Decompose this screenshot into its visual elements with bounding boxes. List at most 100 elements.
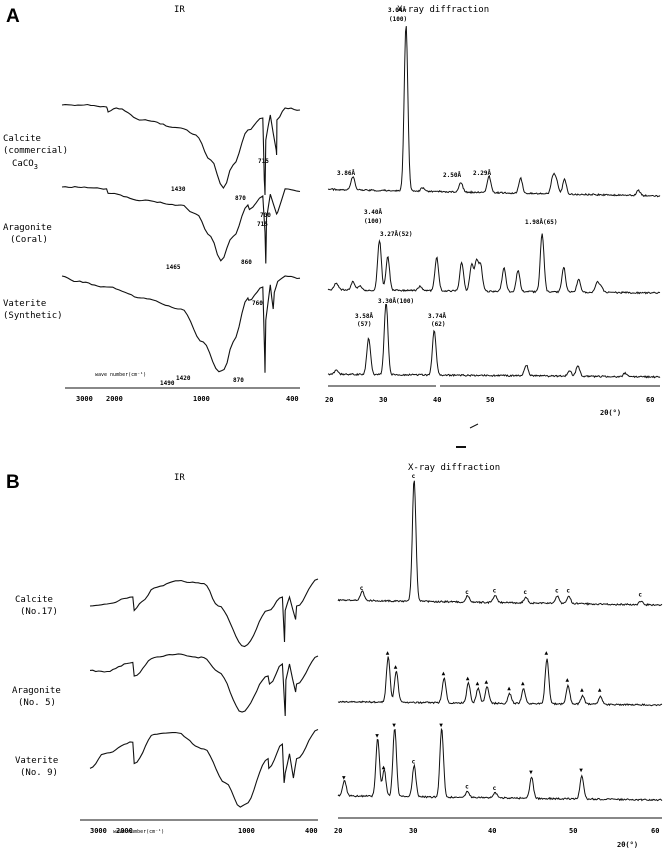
panel-a-xrd-title: X-ray diffraction	[397, 5, 489, 15]
panel-b-xrd-axis-label: 2θ(°)	[617, 841, 638, 849]
panel-a-xrd-tick-50: 50	[486, 396, 494, 404]
ir-peak-label-vaterite-1490: 1490	[160, 380, 175, 387]
panel-b-label-vaterite-detail: (No. 9)	[20, 768, 58, 778]
panel-a-letter: A	[6, 6, 20, 27]
xrd-peak-marker: ▼	[342, 774, 346, 781]
panel-b-ir-title: IR	[174, 473, 185, 483]
xrd-peak-label-aragonite-340-hkl: (100)	[364, 218, 382, 225]
xrd-peak-marker: c	[465, 589, 469, 596]
plot-layer	[61, 26, 663, 808]
xrd-peak-label-vaterite-374: 3.74Å	[428, 313, 446, 320]
panel-b-letter: B	[6, 472, 20, 493]
xrd-peak-marker: c	[412, 473, 416, 480]
xrd-peak-marker: ▲	[580, 687, 584, 694]
xrd-peak-label-aragonite-340: 3.40Å	[364, 209, 382, 216]
xrd-pattern-trace	[327, 26, 661, 198]
xrd-peak-label-vaterite-358-hkl: (57)	[357, 321, 371, 328]
xrd-peak-marker: c	[493, 785, 497, 792]
xrd-peak-marker: ▲	[545, 649, 549, 656]
xrd-peak-marker: c	[360, 585, 364, 592]
xrd-peak-marker: c	[493, 588, 497, 595]
xrd-peak-marker: ▼	[579, 767, 583, 774]
panel-a-xrd-axis-label: 2θ(°)	[600, 409, 621, 417]
panel-b-ir-axis-label: wave number(cm⁻¹)	[113, 829, 164, 835]
xrd-peak-marker: c	[555, 588, 559, 595]
xrd-peak-marker: c	[566, 588, 570, 595]
panel-b-label-aragonite: Aragonite	[12, 686, 61, 696]
panel-b-xrd-tick-40: 40	[488, 827, 496, 835]
panel-b-xrd-tick-60: 60	[651, 827, 659, 835]
ir-peak-label-vaterite-1420: 1420	[176, 375, 191, 382]
panel-a-xrd-tick-60: 60	[646, 396, 654, 404]
xrd-peak-label-calcite-386: 3.86Å	[337, 170, 355, 177]
panel-a-label-aragonite-detail: (Coral)	[10, 235, 48, 245]
xrd-peak-label-vaterite-330: 3.30Å(100)	[378, 298, 414, 305]
xrd-peak-marker: ▲	[386, 649, 390, 656]
panel-b-xrd-tick-50: 50	[569, 827, 577, 835]
xrd-peak-marker: ▼	[375, 732, 379, 739]
xrd-peak-label-vaterite-374-hkl: (62)	[431, 321, 445, 328]
xrd-peak-marker: ▲	[382, 764, 386, 771]
panel-b-xrd-tick-20: 20	[334, 827, 342, 835]
xrd-peak-marker: ▲	[507, 685, 511, 692]
ir-peak-label-aragonite-700: 700	[260, 212, 271, 219]
panel-a-xrd-tick-40: 40	[433, 396, 441, 404]
panel-b-ir-tick-3000: 3000	[90, 827, 107, 835]
panel-b-xrd-tick-30: 30	[409, 827, 417, 835]
xrd-pattern-trace	[327, 233, 661, 295]
panel-b-label-calcite: Calcite	[15, 595, 53, 605]
xrd-peak-marker: c	[465, 784, 469, 791]
ir-peak-label-calcite-1430: 1430	[171, 186, 186, 193]
xrd-peak-marker: ▲	[476, 680, 480, 687]
ir-peak-label-aragonite-1465: 1465	[166, 264, 181, 271]
xrd-peak-marker: c	[523, 589, 527, 596]
xrd-pattern-trace	[337, 727, 663, 802]
xrd-pattern-trace	[337, 656, 663, 707]
panel-a-ir-axis-label: wave number(cm⁻¹)	[95, 372, 146, 378]
xrd-peak-marker: ▲	[485, 678, 489, 685]
panel-b-ir-tick-1000: 1000	[238, 827, 255, 835]
ir-spectrum-trace	[61, 275, 301, 373]
xrd-peak-label-calcite-304-hkl: (100)	[389, 16, 407, 23]
panel-b-label-aragonite-detail: (No. 5)	[18, 698, 56, 708]
ir-spectrum-trace	[89, 728, 319, 808]
ir-spectrum-trace	[61, 186, 301, 264]
panel-a-label-calcite-formula: CaCO3	[12, 159, 38, 171]
xrd-peak-marker: ▲	[442, 670, 446, 677]
ir-spectrum-trace	[89, 653, 319, 717]
panel-a-label-aragonite: Aragonite	[3, 223, 52, 233]
panel-a-ir-tick-2000: 2000	[106, 395, 123, 403]
panel-b-label-calcite-detail: (No.17)	[20, 607, 58, 617]
xrd-peak-label-calcite-250: 2.50Å	[443, 172, 461, 179]
peak-marker-layer: ccc c c c cc▲▲▲▲▲ ▲▲▲▲▲▲ ▲▼▼▲▼c▼c c▼ ▼	[342, 473, 642, 792]
panel-b-xrd-title: X-ray diffraction	[408, 463, 500, 473]
xrd-peak-marker: ▲	[394, 664, 398, 671]
xrd-peak-marker: ▼	[439, 722, 443, 729]
ir-peak-label-aragonite-860: 860	[241, 259, 252, 266]
ir-peak-label-vaterite-760: 760	[252, 300, 263, 307]
ir-spectrum-trace	[61, 103, 301, 196]
xrd-pattern-trace	[337, 480, 663, 607]
ir-peak-label-calcite-870: 870	[235, 195, 246, 202]
panel-a-ir-tick-3000: 3000	[76, 395, 93, 403]
panel-b-ir-tick-2000: 2000	[116, 827, 133, 835]
xrd-peak-marker: c	[412, 759, 416, 766]
xrd-pattern-trace	[327, 303, 661, 379]
panel-a-label-calcite-detail: (commercial)	[3, 146, 68, 156]
panel-b-label-vaterite: Vaterite	[15, 756, 58, 766]
panel-a-ir-tick-1000: 1000	[193, 395, 210, 403]
xrd-peak-label-aragonite-198: 1.98Å(65)	[525, 219, 558, 226]
panel-a-label-calcite: Calcite	[3, 134, 41, 144]
xrd-peak-marker: ▲	[598, 687, 602, 694]
panel-b-ir-tick-400: 400	[305, 827, 318, 835]
panel-a-ir-tick-400: 400	[286, 395, 299, 403]
panel-a-label-vaterite-detail: (Synthetic)	[3, 311, 63, 321]
xrd-peak-marker: c	[638, 591, 642, 598]
xrd-peak-marker: ▲	[521, 680, 525, 687]
xrd-peak-marker: ▼	[529, 769, 533, 776]
panel-a-xrd-tick-30: 30	[379, 396, 387, 404]
panel-a-label-vaterite: Vaterite	[3, 299, 46, 309]
xrd-peak-marker: ▼	[392, 722, 396, 729]
panel-a-xrd-tick-20: 20	[325, 396, 333, 404]
